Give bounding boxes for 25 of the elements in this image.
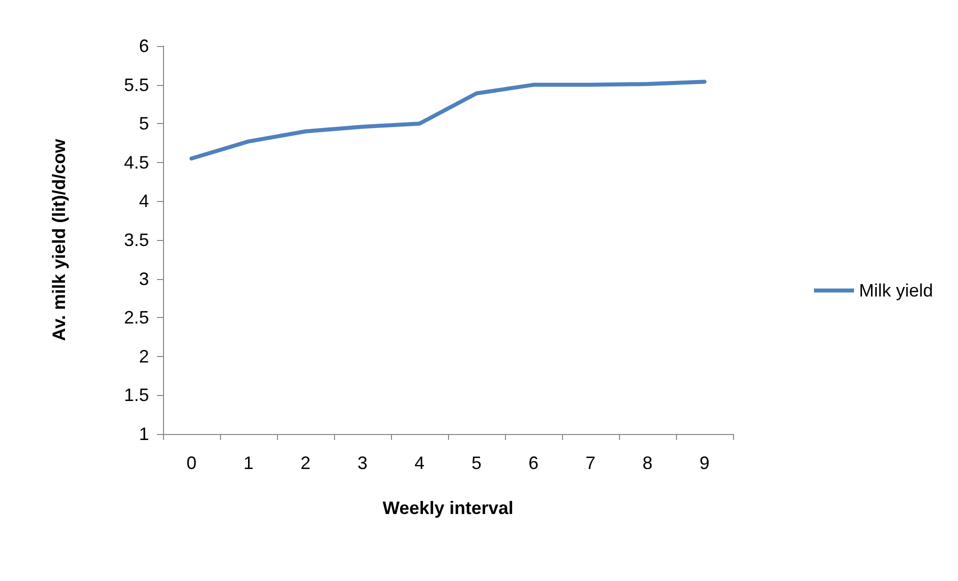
y-tick-label: 5.5 — [124, 74, 149, 95]
y-tick-label: 2.5 — [124, 308, 149, 328]
x-tick-label: 5 — [471, 453, 482, 473]
y-tick-label: 4.5 — [124, 152, 149, 172]
line-series — [190, 80, 706, 161]
x-tick-label: 8 — [642, 453, 653, 473]
y-tick-label: 6 — [138, 36, 149, 56]
x-tick-label: 4 — [414, 453, 425, 473]
legend-label: Milk yield — [858, 280, 934, 300]
x-tick-label: 9 — [699, 453, 710, 473]
x-tick-label: 7 — [585, 453, 596, 473]
y-tick-label: 1.5 — [124, 385, 149, 406]
y-axis-title: Av. milk yield (lit)/d/cow — [49, 138, 69, 342]
y-tick-label: 1 — [138, 424, 149, 444]
y-tick-label: 3 — [138, 268, 149, 289]
x-tick-label: 3 — [357, 453, 368, 473]
x-tick-label: 0 — [186, 453, 197, 473]
x-tick-label: 2 — [300, 453, 311, 473]
x-axis-title: Weekly interval — [382, 498, 514, 518]
x-tick-label: 6 — [528, 453, 539, 473]
y-tick-label: 5 — [138, 114, 149, 134]
y-tick-label: 4 — [138, 191, 149, 212]
x-tick-label: 1 — [243, 453, 254, 473]
y-tick-label: 3.5 — [124, 230, 149, 250]
y-tick-label: 2 — [138, 346, 149, 366]
